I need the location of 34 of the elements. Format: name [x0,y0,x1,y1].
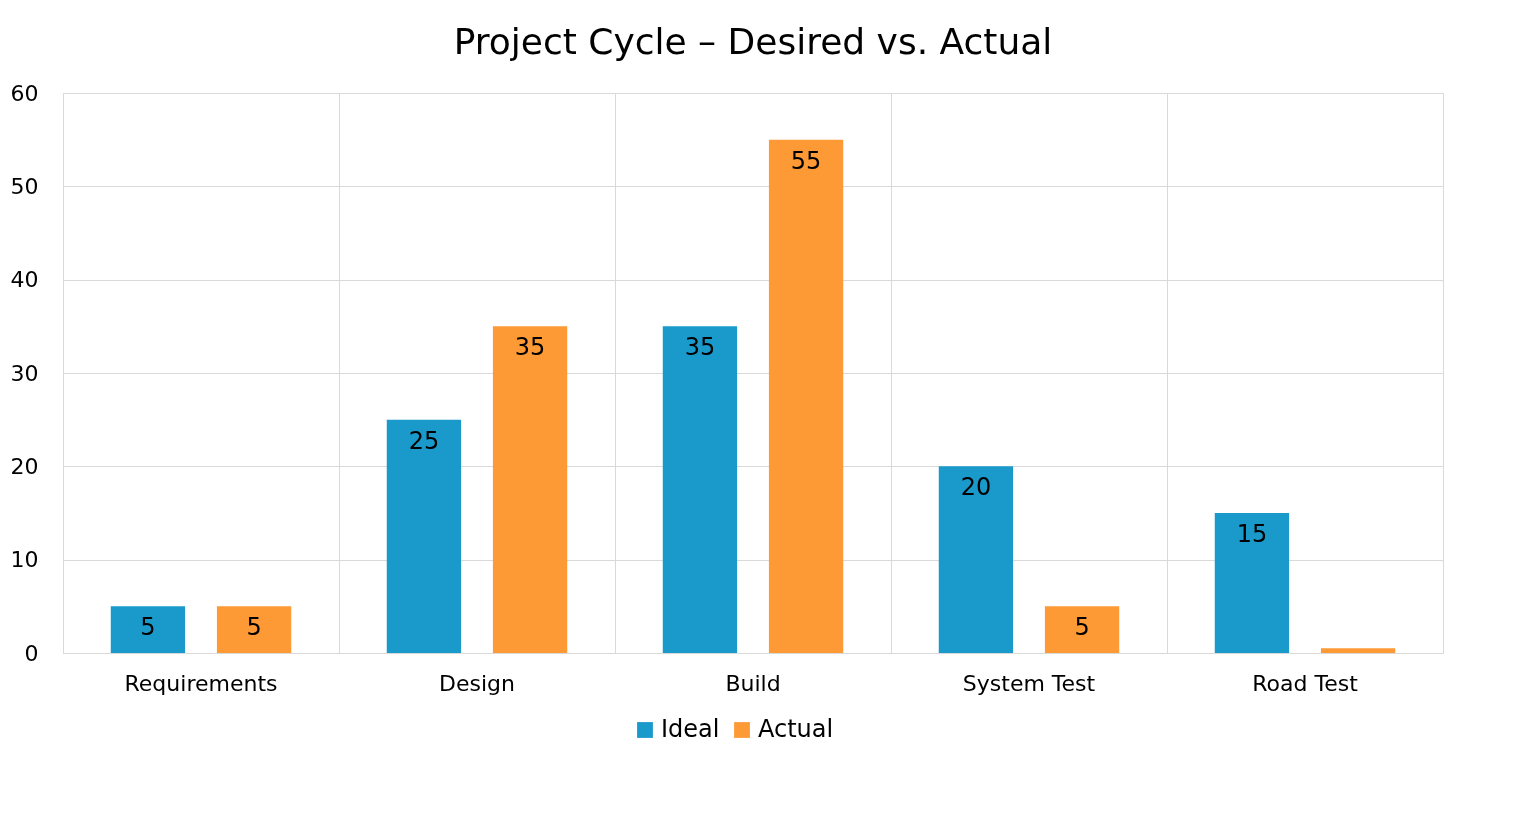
data-label: 20 [960,473,992,502]
data-label: 5 [246,613,262,642]
bar [768,139,844,653]
data-label: 25 [408,426,440,455]
legend-label: Actual [758,715,834,743]
bar [216,606,292,653]
y-tick-label: 0 [24,640,39,666]
bar [386,419,462,653]
data-label: 35 [684,333,716,362]
bar [110,606,186,653]
y-tick-label: 60 [10,80,39,106]
x-tick-label: Design [439,670,515,696]
chart-title: Project Cycle – Desired vs. Actual [453,21,1053,62]
bar [662,326,738,653]
bar [1320,648,1396,653]
x-tick-label: Requirements [124,670,278,696]
data-label: 35 [514,333,546,362]
x-tick-label: Road Test [1252,670,1359,696]
bar [1214,513,1290,653]
data-label: 5 [140,613,156,642]
y-tick-label: 30 [10,360,39,386]
y-tick-label: 10 [10,547,39,573]
data-label: 5 [1074,613,1090,642]
legend-label: Ideal [661,715,720,743]
data-label: 15 [1236,520,1268,548]
x-tick-label: System Test [962,670,1096,696]
y-tick-label: 20 [10,453,39,479]
bar [1044,606,1120,653]
bar [938,466,1014,653]
y-tick-label: 40 [10,267,39,293]
x-tick-label: Build [725,670,781,696]
bar [492,326,568,653]
y-tick-label: 50 [10,173,39,199]
data-label: 55 [790,146,822,175]
